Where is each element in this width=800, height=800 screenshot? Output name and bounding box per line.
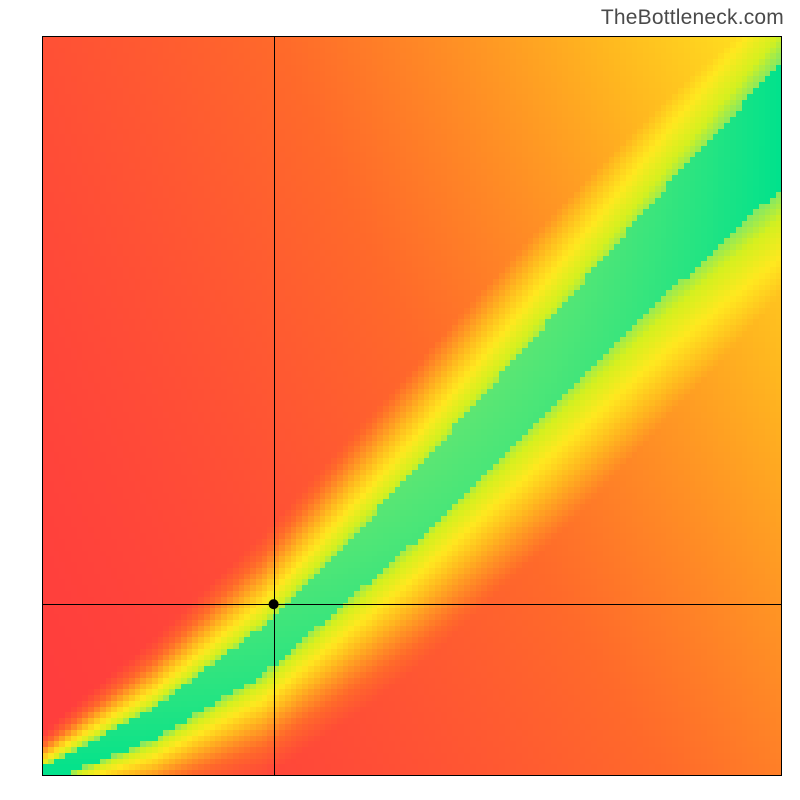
watermark-text: TheBottleneck.com <box>601 6 784 30</box>
chart-container: TheBottleneck.com <box>0 0 800 800</box>
heatmap-canvas <box>0 0 800 800</box>
